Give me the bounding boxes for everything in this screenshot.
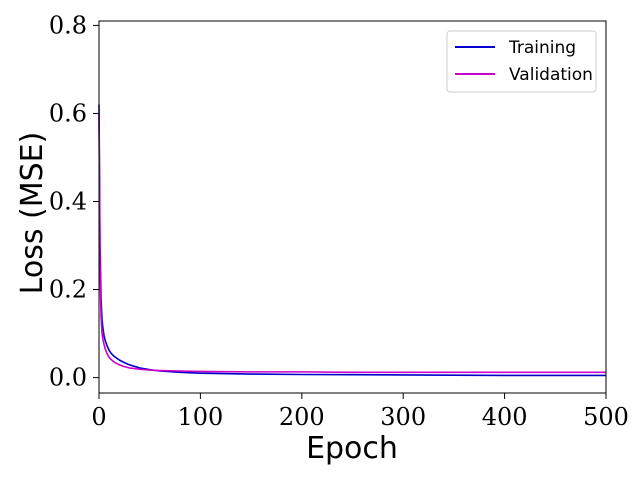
x-tick-label: 200 [279, 403, 325, 431]
x-axis-title: Epoch [306, 431, 398, 466]
legend-label-validation: Validation [509, 65, 593, 85]
series-line-validation [98, 113, 606, 374]
y-tick-label: 0.2 [49, 276, 87, 304]
x-tick-label: 100 [177, 403, 223, 431]
plot-frame [98, 20, 607, 394]
y-tick-label: 0.4 [49, 187, 87, 215]
legend: Training Validation [446, 30, 597, 93]
x-tick-label: 500 [583, 403, 629, 431]
y-ticks: 0.0 0.2 0.4 0.6 0.8 [49, 11, 99, 392]
x-tick-label: 400 [482, 403, 528, 431]
y-tick-label: 0.8 [49, 11, 87, 39]
legend-label-training: Training [508, 38, 576, 58]
series-layer [98, 104, 606, 377]
y-tick-label: 0.0 [49, 364, 87, 392]
y-axis-title: Loss (MSE) [15, 132, 50, 295]
x-tick-label: 0 [91, 403, 106, 431]
series-line-training [98, 104, 606, 377]
x-ticks: 0 100 200 300 400 500 [91, 393, 629, 431]
x-tick-label: 300 [380, 403, 426, 431]
y-tick-label: 0.6 [49, 99, 87, 127]
